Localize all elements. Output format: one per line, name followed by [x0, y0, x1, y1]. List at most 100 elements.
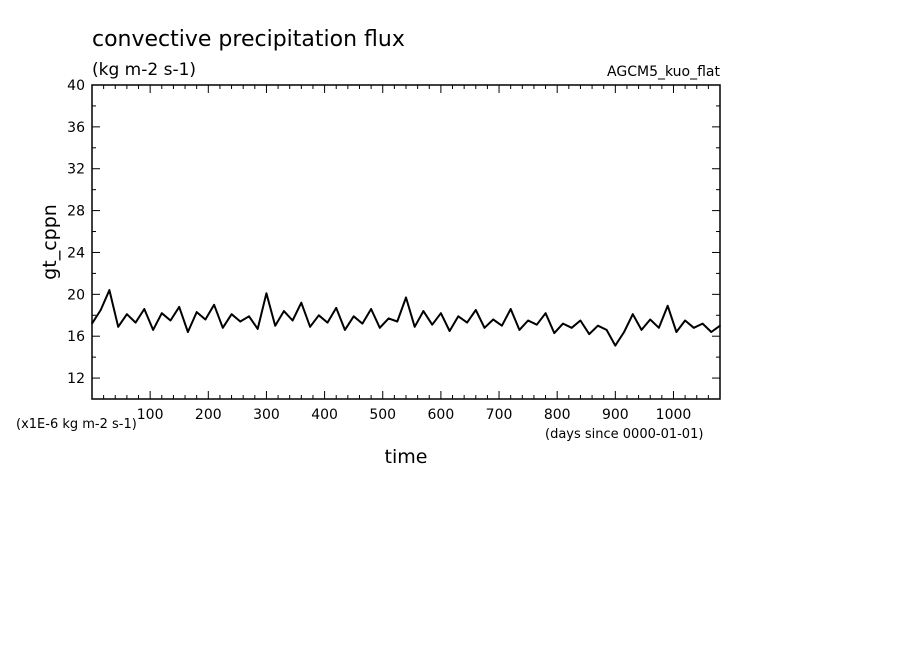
x-tick-label: 600	[428, 407, 455, 423]
data-point	[352, 315, 355, 318]
data-point	[379, 327, 381, 329]
data-point	[693, 327, 695, 329]
y-tick-label: 20	[67, 287, 85, 303]
data-point	[134, 321, 137, 324]
series-line	[91, 289, 721, 347]
plot-frame	[91, 84, 721, 400]
data-point	[152, 329, 154, 331]
x-tick-label: 900	[602, 407, 629, 423]
data-point	[527, 319, 529, 322]
x-tick-label: 700	[486, 407, 513, 423]
data-point	[422, 310, 425, 312]
x-tick-label: 300	[253, 407, 280, 423]
data-point	[178, 306, 181, 308]
y-tick-label: 32	[67, 162, 85, 178]
data-point	[361, 322, 364, 325]
data-point	[640, 329, 643, 331]
data-point	[300, 301, 303, 304]
data-point	[291, 319, 294, 322]
data-point	[309, 325, 311, 328]
data-point	[666, 305, 669, 307]
data-point	[326, 321, 329, 324]
run-label: AGCM5_kuo_flat	[607, 64, 720, 80]
data-point	[614, 344, 617, 347]
data-point	[187, 331, 189, 333]
data-point	[719, 324, 721, 327]
data-point	[492, 318, 495, 321]
data-point	[274, 324, 276, 327]
y-tick-label: 12	[67, 371, 85, 387]
data-point	[222, 327, 224, 329]
data-point	[579, 319, 582, 322]
x-tick-label: 400	[311, 407, 338, 423]
x-unit-label: (days since 0000-01-01)	[545, 427, 703, 442]
data-point	[91, 322, 93, 325]
x-tick-label: 1000	[656, 407, 692, 423]
data-point	[283, 310, 285, 312]
data-point	[440, 312, 442, 314]
chart-subtitle: (kg m-2 s-1)	[92, 60, 196, 80]
data-point	[195, 311, 198, 313]
data-point	[649, 318, 652, 321]
y-tick-label: 28	[67, 204, 85, 220]
data-point	[684, 319, 686, 322]
data-point	[126, 313, 128, 316]
x-tick-label: 200	[195, 407, 222, 423]
data-point	[256, 328, 259, 330]
data-point	[631, 313, 634, 316]
data-point	[213, 304, 215, 306]
x-axis: 100 200 300 400 500 600 700 800 900 1000	[103, 85, 709, 423]
data-point	[265, 292, 268, 295]
data-point	[483, 327, 486, 329]
data-point	[317, 314, 320, 317]
data-point	[466, 321, 468, 324]
y-unit-label: (x1E-6 kg m-2 s-1)	[16, 417, 137, 432]
data-point	[675, 331, 678, 333]
y-tick-label: 36	[67, 120, 85, 136]
data-point	[335, 307, 338, 309]
data-point	[431, 323, 433, 326]
series-group	[91, 289, 721, 347]
data-point	[474, 309, 477, 311]
data-point	[710, 331, 713, 333]
data-point	[108, 289, 111, 291]
y-tick-label: 40	[67, 78, 85, 94]
data-point	[387, 317, 390, 320]
data-point	[605, 329, 608, 331]
data-point	[230, 313, 233, 316]
data-point	[370, 308, 372, 310]
data-point	[623, 331, 625, 333]
data-point	[509, 308, 512, 310]
data-point	[588, 333, 590, 335]
data-point	[344, 329, 346, 331]
x-tick-label: 100	[137, 407, 164, 423]
data-point	[405, 296, 407, 299]
data-point	[553, 332, 556, 334]
data-point	[204, 318, 207, 321]
data-point	[143, 308, 146, 310]
data-point	[248, 315, 250, 318]
data-point	[570, 327, 573, 329]
x-tick-label: 800	[544, 407, 571, 423]
data-point	[518, 329, 521, 331]
y-axis: 12 16 20 24 28 32 36 40	[67, 78, 720, 400]
data-point	[658, 327, 660, 329]
data-point	[239, 320, 242, 323]
x-axis-label: time	[385, 446, 428, 468]
data-point	[501, 324, 503, 327]
y-tick-label: 24	[67, 245, 85, 261]
data-point	[413, 325, 416, 328]
data-point	[544, 312, 547, 314]
data-point	[99, 309, 102, 311]
data-point	[597, 324, 599, 327]
chart-title: convective precipitation flux	[92, 27, 405, 52]
y-tick-label: 16	[67, 329, 85, 345]
data-point	[536, 323, 538, 326]
data-point	[169, 319, 172, 322]
y-axis-label: gt_cppn	[39, 204, 61, 280]
data-point	[457, 315, 460, 318]
data-point	[562, 322, 564, 325]
x-tick-label: 500	[369, 407, 396, 423]
data-point	[448, 330, 451, 332]
